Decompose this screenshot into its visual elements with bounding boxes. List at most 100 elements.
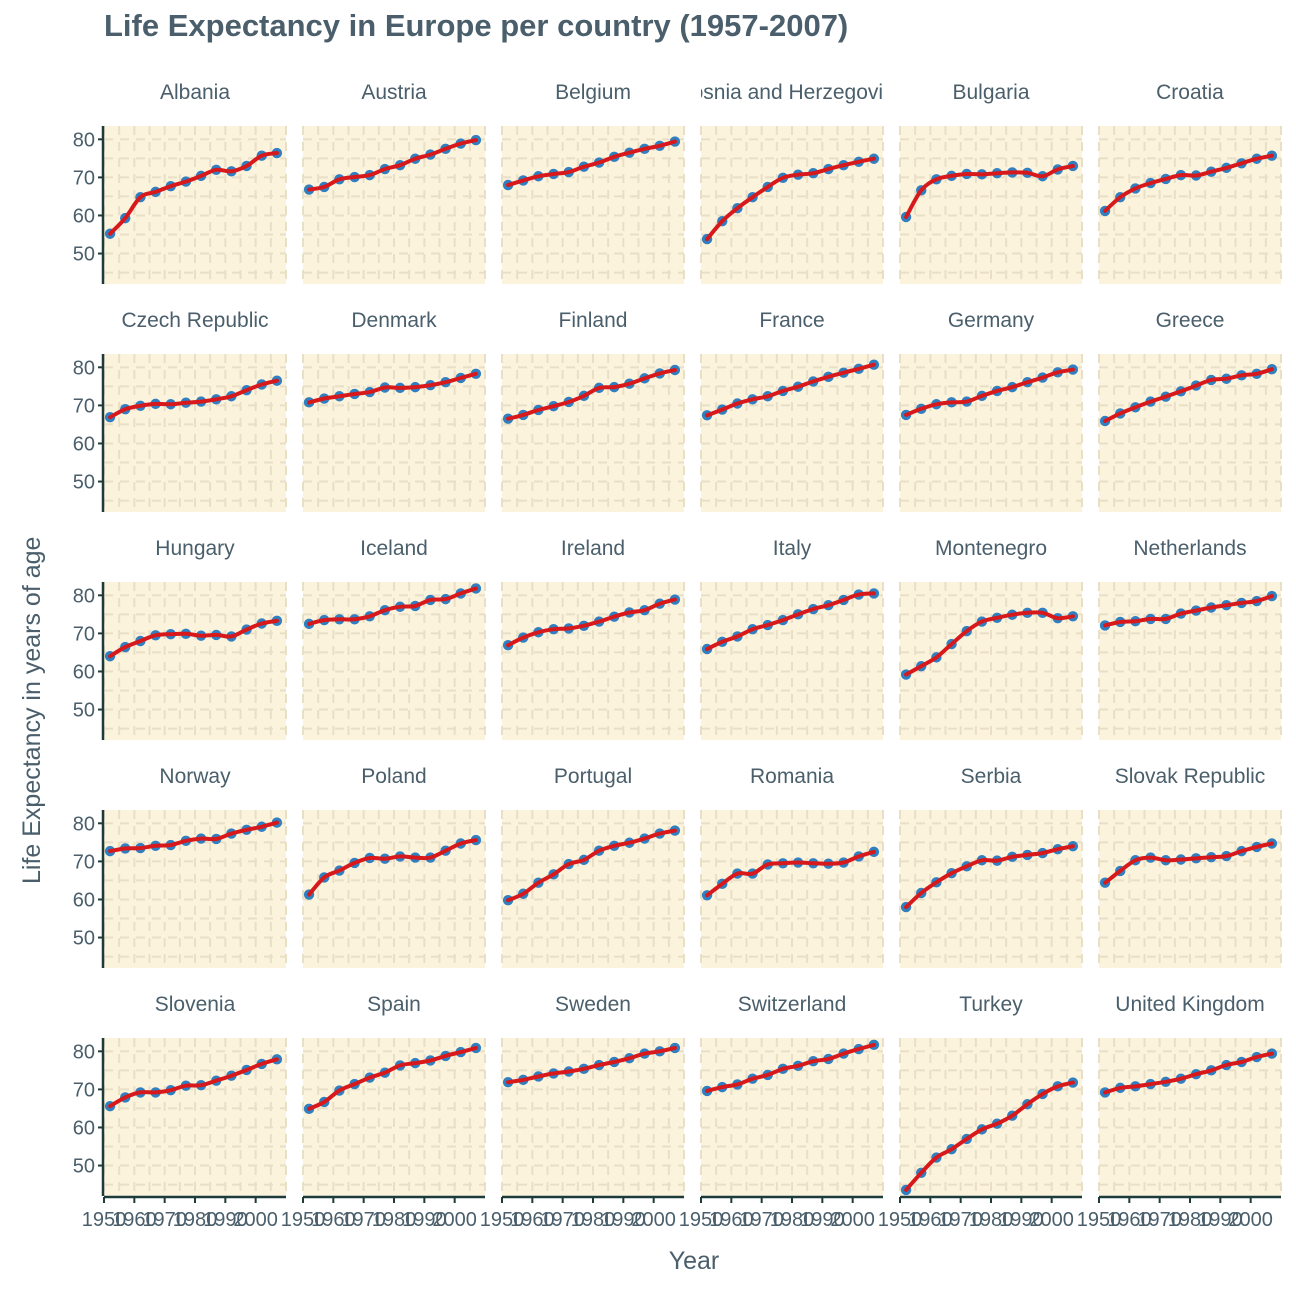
x-tick-label: 2000 xyxy=(1029,1209,1074,1231)
facet-panel-austria: Austria xyxy=(302,81,486,284)
x-tick-label: 1950 xyxy=(679,1209,724,1231)
trend-line xyxy=(904,367,1075,417)
trend-line xyxy=(904,844,1075,910)
trend-line xyxy=(506,828,677,903)
y-tick-label: 70 xyxy=(73,395,95,417)
facet-panel-iceland: Iceland xyxy=(302,537,486,740)
facet-panel-portugal: Portugal xyxy=(501,765,685,968)
facet-panel-norway: Norway 50 60 70 80 xyxy=(73,765,287,968)
strip-label: Bulgaria xyxy=(952,81,1029,104)
x-tick-label: 1950 xyxy=(82,1209,127,1231)
x-tick-label: 1990 xyxy=(999,1209,1044,1231)
x-tick-label: 2000 xyxy=(631,1209,676,1231)
trend-line xyxy=(307,838,478,897)
x-tick-label: 1960 xyxy=(908,1209,953,1231)
chart-title: Life Expectancy in Europe per country (1… xyxy=(104,8,849,43)
x-tick-label: 1980 xyxy=(372,1209,417,1231)
x-tick-label: 1970 xyxy=(341,1209,386,1231)
grid-lines xyxy=(501,126,685,284)
grid-lines xyxy=(302,810,486,968)
facet-panel-czech-republic: Czech Republic 50 60 70 80 xyxy=(73,309,287,512)
x-tick-label: 1990 xyxy=(1198,1209,1243,1231)
grid-lines xyxy=(302,1038,486,1196)
strip-label: Spain xyxy=(367,993,421,1016)
grid-lines xyxy=(302,582,486,740)
strip-label: Hungary xyxy=(155,537,235,560)
strip-label: United Kingdom xyxy=(1115,993,1264,1016)
x-tick-label: 1980 xyxy=(571,1209,616,1231)
strip-label: France xyxy=(759,309,824,332)
x-tick-label: 1980 xyxy=(1168,1209,1213,1231)
strip-label: Finland xyxy=(559,309,628,332)
y-tick-label: 70 xyxy=(73,623,95,645)
grid-lines xyxy=(1098,354,1282,512)
strip-label: Bosnia and Herzegovina xyxy=(678,81,907,104)
strip-label: Italy xyxy=(773,537,812,560)
grid-lines xyxy=(103,1038,287,1196)
strip-label: Czech Republic xyxy=(121,309,268,332)
y-tick-label: 50 xyxy=(73,700,95,722)
trend-line xyxy=(705,849,876,898)
trend-line xyxy=(108,1057,279,1109)
strip-label: Denmark xyxy=(351,309,437,332)
x-tick-label: 2000 xyxy=(1228,1209,1273,1231)
trend-line xyxy=(705,362,876,418)
y-tick-label: 70 xyxy=(73,1079,95,1101)
grid-lines xyxy=(899,126,1083,284)
strip-label: Slovenia xyxy=(155,993,236,1016)
strip-label: Iceland xyxy=(360,537,428,560)
grid-lines xyxy=(501,582,685,740)
strip-label: Germany xyxy=(948,309,1035,332)
x-tick-label: 1960 xyxy=(112,1209,157,1231)
grid-lines xyxy=(103,810,287,968)
facet-panel-greece: Greece xyxy=(1098,309,1282,512)
x-tick-label: 1950 xyxy=(1077,1209,1122,1231)
facet-panel-ireland: Ireland xyxy=(501,537,685,740)
x-axis-label: Year xyxy=(668,1247,720,1275)
strip-label: Romania xyxy=(750,765,834,788)
facet-panel-belgium: Belgium xyxy=(501,81,685,284)
grid-lines xyxy=(103,126,287,284)
facet-panel-germany: Germany xyxy=(899,309,1083,512)
y-tick-label: 60 xyxy=(73,1117,95,1139)
grid-lines xyxy=(1098,810,1282,968)
trend-line xyxy=(506,139,677,187)
y-tick-label: 80 xyxy=(73,357,95,379)
x-tick-label: 1950 xyxy=(480,1209,525,1231)
trend-line xyxy=(506,1045,677,1085)
trend-line xyxy=(506,597,677,648)
facet-panel-italy: Italy xyxy=(700,537,884,740)
y-tick-label: 50 xyxy=(73,244,95,266)
grid-lines xyxy=(700,354,884,512)
x-tick-label: 1960 xyxy=(311,1209,356,1231)
trend-line xyxy=(705,591,876,651)
y-tick-label: 70 xyxy=(73,851,95,873)
trend-line xyxy=(108,378,279,420)
y-tick-label: 50 xyxy=(73,1156,95,1178)
strip-label: Albania xyxy=(160,81,230,104)
trend-line xyxy=(108,151,279,236)
y-tick-label: 60 xyxy=(73,889,95,911)
facet-panel-denmark: Denmark xyxy=(302,309,486,512)
grid-lines xyxy=(1098,582,1282,740)
grid-lines xyxy=(899,810,1083,968)
grid-lines xyxy=(899,354,1083,512)
x-tick-label: 1990 xyxy=(402,1209,447,1231)
x-tick-label: 1960 xyxy=(1107,1209,1152,1231)
x-tick-label: 1990 xyxy=(203,1209,248,1231)
facet-panel-bulgaria: Bulgaria xyxy=(899,81,1083,284)
x-tick-label: 2000 xyxy=(432,1209,477,1231)
facet-panel-netherlands: Netherlands xyxy=(1098,537,1282,740)
y-tick-label: 60 xyxy=(73,433,95,455)
grid-lines xyxy=(501,810,685,968)
strip-label: Portugal xyxy=(554,765,632,788)
strip-label: Poland xyxy=(361,765,426,788)
x-tick-label: 2000 xyxy=(233,1209,278,1231)
